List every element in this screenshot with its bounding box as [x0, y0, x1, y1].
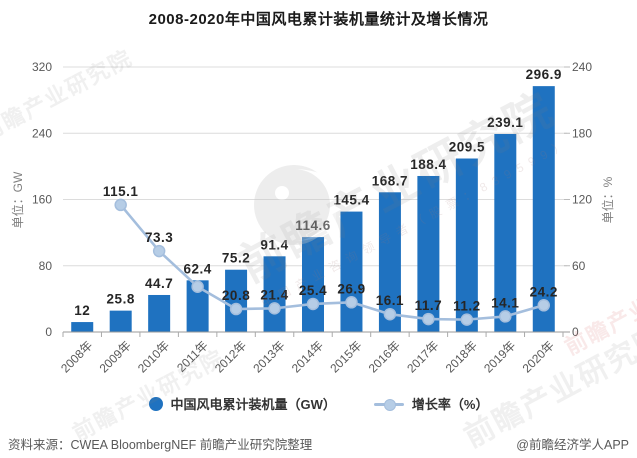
line-point-2020年 — [537, 299, 551, 312]
line-point-2009年 — [114, 198, 127, 212]
bar-2013年 — [263, 256, 286, 332]
line-point-2012年 — [229, 302, 243, 316]
x-axis-label: 2016年 — [366, 338, 403, 375]
x-axis-label: 2012年 — [212, 338, 249, 375]
line-value-label: 25.4 — [299, 283, 327, 298]
x-axis-label: 2020年 — [520, 338, 557, 375]
x-axis-label: 2015年 — [327, 338, 364, 375]
legend-line-dot-icon — [373, 397, 404, 411]
line-point-2018年 — [460, 313, 474, 326]
line-point-2017年 — [422, 312, 435, 326]
x-axis-label: 2008年 — [58, 338, 95, 375]
bar-2012年 — [225, 269, 248, 332]
chart-legend: 中国风电累计装机量（GW） 增长率（%） — [0, 394, 637, 413]
left-axis-tick: 240 — [32, 126, 52, 140]
left-axis-tick: 0 — [45, 325, 52, 339]
bar-2017年 — [417, 175, 440, 332]
line-point-2014年 — [306, 297, 320, 311]
bar-value-label: 145.4 — [333, 193, 369, 208]
line-value-label: 24.2 — [530, 284, 558, 299]
right-axis-tick: 0 — [572, 325, 579, 339]
bar-2008年 — [71, 322, 94, 332]
bar-2015年 — [340, 211, 363, 332]
growth-line — [119, 204, 545, 321]
legend-circle-icon — [148, 396, 163, 411]
bar-value-label: 75.2 — [222, 251, 250, 266]
right-axis-tick: 60 — [572, 259, 586, 273]
bar-2009年 — [109, 310, 132, 332]
x-axis-label: 2010年 — [135, 338, 172, 375]
x-axis-label: 2013年 — [250, 338, 287, 375]
right-axis-tick: 240 — [572, 60, 592, 74]
bar-2020年 — [532, 86, 555, 332]
chart-footer: 资料来源：CWEA BloombergNEF 前瞻产业研究院整理 @前瞻经济学人… — [0, 430, 637, 454]
bar-value-label: 25.8 — [107, 292, 135, 307]
bar-value-label: 296.9 — [526, 67, 562, 82]
line-value-label: 21.4 — [260, 287, 288, 302]
right-axis-tick: 180 — [572, 126, 592, 140]
line-value-label: 16.1 — [376, 293, 404, 308]
x-axis-label: 2014年 — [289, 338, 326, 375]
left-axis-tick: 160 — [32, 193, 52, 207]
right-axis-title: 单位：% — [600, 176, 615, 223]
bar-2019年 — [494, 133, 517, 332]
line-value-label: 11.2 — [453, 299, 481, 314]
bar-value-label: 188.4 — [410, 157, 446, 172]
x-axis-label: 2019年 — [481, 338, 518, 375]
bar-value-label: 44.7 — [145, 276, 173, 291]
bar-value-label: 239.1 — [487, 115, 523, 130]
left-axis-tick: 320 — [32, 60, 52, 74]
legend-label: 增长率（%） — [411, 397, 489, 412]
left-axis-title: 单位：GW — [10, 171, 25, 228]
bar-value-label: 12 — [74, 303, 90, 318]
credit-text: @前瞻经济学人APP — [516, 438, 629, 452]
line-value-label: 26.9 — [337, 281, 365, 296]
line-value-label: 14.1 — [491, 295, 519, 310]
bar-value-label: 62.4 — [183, 261, 211, 276]
bar-2010年 — [148, 294, 171, 332]
x-axis-label: 2018年 — [443, 338, 480, 375]
bar-value-label: 209.5 — [449, 140, 485, 155]
bar-value-label: 91.4 — [260, 237, 288, 252]
line-value-label: 20.8 — [222, 288, 250, 303]
bar-value-label: 168.7 — [372, 173, 408, 188]
line-value-label: 115.1 — [103, 184, 139, 199]
left-axis-tick: 80 — [39, 259, 53, 273]
line-value-label: 73.3 — [145, 230, 173, 245]
legend-item-growth-rate[interactable]: 增长率（%） — [373, 394, 489, 413]
bar-2011年 — [186, 280, 209, 332]
bar-value-label: 114.6 — [295, 218, 331, 233]
bar-2018年 — [455, 158, 478, 332]
bar-2016年 — [378, 192, 401, 332]
chart-title: 2008-2020年中国风电累计装机量统计及增长情况 — [148, 11, 489, 28]
x-axis-label: 2009年 — [97, 338, 134, 375]
legend-label: 中国风电累计装机量（GW） — [170, 397, 336, 412]
line-point-2013年 — [268, 302, 281, 315]
x-axis-label: 2011年 — [174, 338, 211, 375]
legend-item-capacity[interactable]: 中国风电累计装机量（GW） — [148, 394, 336, 413]
line-point-2015年 — [345, 296, 358, 309]
bar-2014年 — [302, 237, 324, 332]
line-point-2011年 — [191, 280, 204, 293]
x-axis-label: 2017年 — [404, 338, 441, 375]
data-source-text: 资料来源：CWEA BloombergNEF 前瞻产业研究院整理 — [8, 438, 313, 452]
line-point-2019年 — [499, 310, 512, 323]
line-point-2016年 — [383, 307, 397, 321]
right-axis-tick: 120 — [572, 193, 592, 207]
line-value-label: 11.7 — [415, 298, 443, 313]
line-point-2010年 — [152, 244, 166, 258]
